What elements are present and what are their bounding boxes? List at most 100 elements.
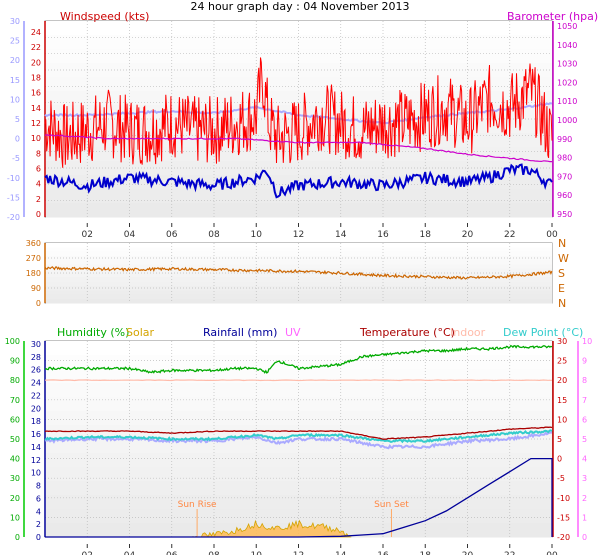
uv-tick-label: 4 xyxy=(582,455,587,464)
temp-tick-label: 30 xyxy=(557,337,567,346)
rain-tick-label: 20 xyxy=(31,404,41,413)
gradient-band xyxy=(46,91,552,106)
legend-humidity: Humidity (%) xyxy=(57,326,129,339)
legend-temperature: Temperature (°C) xyxy=(359,326,455,339)
uv-tick-label: 5 xyxy=(582,435,587,444)
x-tick-label: 20 xyxy=(462,230,474,240)
temp-tick-label: 15 xyxy=(557,396,567,405)
gradient-band xyxy=(46,467,552,482)
baro-right-ticks: 1050 1040 1030 1020 1010 1000 990 980 970 960 950 xyxy=(557,22,577,219)
wind-average-line xyxy=(44,163,553,199)
x-tick-label: 18 xyxy=(420,551,432,555)
x-tick-label: 04 xyxy=(124,230,136,240)
temp-tick-label: 25 xyxy=(557,357,567,366)
temp-tick-label: -20 xyxy=(557,533,570,542)
rainfall-line xyxy=(45,457,553,538)
gradient-band xyxy=(46,298,552,304)
wind-tick-label: 0 xyxy=(36,210,41,219)
graph-title: 24 hour graph day : 04 November 2013 xyxy=(190,0,409,13)
humidity-tick-label: 40 xyxy=(10,455,20,464)
temp-tick-label: 0 xyxy=(557,455,562,464)
temp-outer-tick-label: 15 xyxy=(10,76,20,85)
baro-tick-label: 1030 xyxy=(557,60,577,69)
legend-dewpoint: Dew Point (°C) xyxy=(503,326,583,339)
x-tick-label: 10 xyxy=(251,551,263,555)
temp-tick-label: 5 xyxy=(557,435,562,444)
gradient-band xyxy=(46,161,552,176)
wind-tick-label: 2 xyxy=(36,195,41,204)
solar-area xyxy=(192,519,352,538)
legend-rainfall: Rainfall (mm) xyxy=(203,326,277,339)
uv-tick-label: 6 xyxy=(582,415,587,424)
temp-outer-tick-label: 30 xyxy=(10,17,20,26)
legend-solar: Solar xyxy=(126,326,155,339)
humidity-line xyxy=(44,344,553,374)
wind-tick-label: 6 xyxy=(36,165,41,174)
rain-tick-label: 24 xyxy=(31,379,41,388)
uv-tick-label: 10 xyxy=(582,337,592,346)
baro-tick-label: 1040 xyxy=(557,41,577,50)
temp-tick-label: -15 xyxy=(557,513,570,522)
gradient-band xyxy=(46,369,552,384)
wind-tick-label: 16 xyxy=(31,89,41,98)
temp-outer-tick-label: 20 xyxy=(10,56,20,65)
x-tick-label: 12 xyxy=(293,230,304,240)
x-tick-label: 08 xyxy=(208,551,220,555)
wind-x-ticks: 02 04 06 08 10 12 14 16 18 20 22 00 xyxy=(82,223,558,240)
humidity-tick-label: 50 xyxy=(10,435,20,444)
gradient-band xyxy=(46,285,552,291)
uv-tick-label: 8 xyxy=(582,376,587,385)
wind-tick-label: 14 xyxy=(31,104,41,113)
windspeed-label: Windspeed (kts) xyxy=(60,10,149,23)
direction-plot-gradient xyxy=(46,243,552,304)
compass-label: E xyxy=(558,282,565,295)
direction-tick-label: 180 xyxy=(26,269,41,278)
x-tick-label: 16 xyxy=(377,230,389,240)
gradient-band xyxy=(46,243,552,248)
baro-tick-label: 990 xyxy=(557,135,572,144)
gradient-band xyxy=(46,453,552,468)
compass-label: W xyxy=(558,252,569,265)
x-tick-label: 20 xyxy=(462,551,474,555)
legend-indoor: Indoor xyxy=(450,326,486,339)
wind-tick-label: 22 xyxy=(31,43,41,52)
wind-tick-label: 8 xyxy=(36,149,41,158)
gradient-band xyxy=(46,49,552,64)
barometer-label: Barometer (hpa) xyxy=(507,10,598,23)
temp-x-ticks: 02 04 06 08 10 12 14 16 18 20 22 00 xyxy=(82,544,558,559)
rain-tick-label: 10 xyxy=(31,469,41,478)
gradient-band xyxy=(46,255,552,261)
rain-tick-label: 12 xyxy=(31,456,41,465)
baro-tick-label: 950 xyxy=(557,210,572,219)
wind-tick-label: 20 xyxy=(31,58,41,67)
baro-tick-label: 980 xyxy=(557,154,572,163)
humidity-tick-label: 30 xyxy=(10,474,20,483)
humidity-tick-label: 80 xyxy=(10,376,20,385)
rain-tick-label: 30 xyxy=(31,340,41,349)
rain-tick-label: 14 xyxy=(31,443,41,452)
temp-ticks: 30 25 20 15 10 5 0 -5 -10 -15 -20 xyxy=(557,337,570,542)
legend-uv: UV xyxy=(285,326,301,339)
gradient-band xyxy=(46,189,552,204)
uv-tick-label: 9 xyxy=(582,357,587,366)
wind-tick-label: 18 xyxy=(31,74,41,83)
x-tick-label: 04 xyxy=(124,551,136,555)
compass-label: S xyxy=(558,267,565,280)
rain-tick-label: 16 xyxy=(31,430,41,439)
x-tick-label: 10 xyxy=(251,230,263,240)
temp-outer-tick-label: 25 xyxy=(10,37,20,46)
rain-tick-label: 26 xyxy=(31,366,41,375)
humidity-tick-label: 20 xyxy=(10,494,20,503)
dewpoint-line xyxy=(44,429,553,444)
panel-temp-humidity-rain: Humidity (%) Solar Rainfall (mm) UV Temp… xyxy=(5,326,592,559)
gradient-band xyxy=(46,294,552,300)
temp-legend: Humidity (%) Solar Rainfall (mm) UV Temp… xyxy=(57,326,583,339)
sunset-label: Sun Set xyxy=(374,500,409,510)
humidity-tick-label: 70 xyxy=(10,396,20,405)
temp-outer-tick-label: 10 xyxy=(10,95,20,104)
